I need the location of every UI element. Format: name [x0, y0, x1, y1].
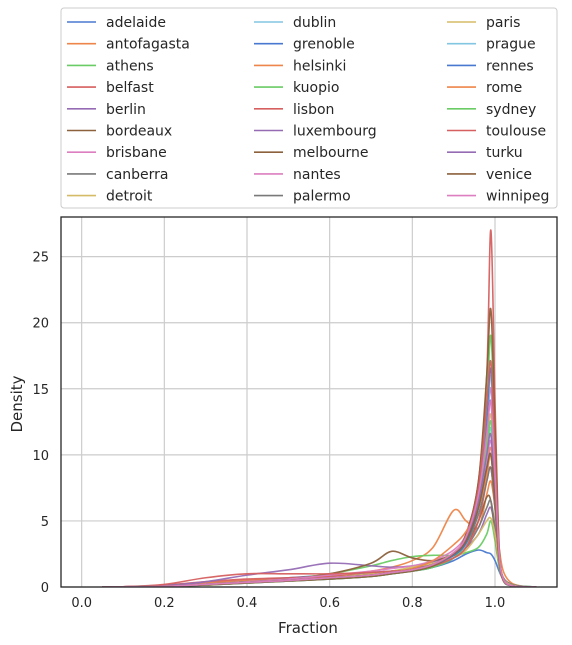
legend-label: brisbane [106, 145, 167, 161]
legend-item: paris [447, 15, 520, 31]
legend-label: prague [486, 37, 536, 53]
series-line-adelaide [102, 549, 537, 587]
legend-label: helsinki [293, 58, 346, 74]
legend-item: dublin [254, 15, 336, 31]
legend-item: bordeaux [67, 124, 172, 140]
series-line-antofagasta [102, 480, 537, 587]
legend-label: detroit [106, 189, 153, 205]
legend-item: berlin [67, 102, 146, 118]
x-tick-label: 0.4 [237, 596, 258, 611]
legend-label: sydney [486, 102, 536, 118]
legend: adelaide antofagasta athens belfast berlin bo… [60, 7, 558, 209]
series-line-kuopio [102, 334, 537, 587]
y-tick-label: 15 [32, 383, 49, 398]
legend-item: palermo [254, 189, 351, 205]
legend-label: antofagasta [106, 37, 190, 53]
legend-item: brisbane [67, 145, 167, 161]
y-axis-label: Density [8, 375, 26, 432]
y-tick-label: 5 [41, 515, 49, 530]
series-line-sydney [102, 420, 537, 587]
x-tick-label: 0.8 [402, 596, 423, 611]
legend-label: winnipeg [486, 189, 549, 205]
y-tick-label: 10 [32, 449, 49, 464]
legend-item: belfast [67, 80, 154, 96]
legend-item: helsinki [254, 58, 346, 74]
legend-item: toulouse [447, 124, 546, 140]
legend-label: adelaide [106, 15, 166, 31]
legend-label: kuopio [293, 80, 339, 96]
legend-label: turku [486, 145, 523, 161]
series-lines [102, 229, 537, 587]
x-tick-label: 0.2 [154, 596, 175, 611]
legend-item: sydney [447, 102, 536, 118]
legend-label: berlin [106, 102, 146, 118]
y-tick-label: 0 [41, 581, 49, 596]
legend-label: venice [486, 167, 532, 183]
legend-item: rennes [447, 58, 534, 74]
legend-item: lisbon [254, 102, 334, 118]
series-line-paris [102, 413, 537, 587]
legend-box [60, 7, 558, 209]
series-line-prague [102, 426, 537, 587]
legend-item: nantes [254, 167, 341, 183]
legend-label: dublin [293, 15, 336, 31]
legend-label: toulouse [486, 124, 546, 140]
legend-label: luxembourg [293, 124, 377, 140]
legend-label: rennes [486, 58, 534, 74]
series-line-grenoble [102, 367, 537, 587]
legend-item: adelaide [67, 15, 166, 31]
legend-label: bordeaux [106, 124, 172, 140]
x-tick-label: 1.0 [485, 596, 506, 611]
series-line-brisbane [102, 387, 537, 587]
legend-item: athens [67, 58, 154, 74]
legend-item: winnipeg [447, 189, 549, 205]
legend-item: venice [447, 167, 532, 183]
legend-item: grenoble [254, 37, 355, 53]
plot-frame [60, 216, 558, 588]
legend-item: canberra [67, 167, 169, 183]
legend-label: athens [106, 58, 154, 74]
series-line-luxembourg [102, 399, 537, 587]
legend-item: luxembourg [254, 124, 377, 140]
legend-item: antofagasta [67, 37, 190, 53]
legend-item: kuopio [254, 80, 339, 96]
legend-item: detroit [67, 189, 153, 205]
legend-label: nantes [293, 167, 341, 183]
y-tick-label: 20 [32, 317, 49, 332]
x-tick-label: 0.0 [71, 596, 92, 611]
legend-label: paris [486, 15, 520, 31]
legend-item: prague [447, 37, 536, 53]
legend-label: lisbon [293, 102, 334, 118]
y-tick-label: 25 [32, 251, 49, 266]
series-line-winnipeg [102, 400, 537, 587]
plot-area: 0.0 0.2 0.4 0.6 0.8 1.0 0 5 10 15 20 25 [32, 216, 558, 611]
legend-item: rome [447, 80, 522, 96]
legend-label: rome [486, 80, 522, 96]
series-line-dublin [102, 374, 537, 587]
series-line-toulouse [102, 359, 537, 587]
x-tick-label: 0.6 [319, 596, 340, 611]
legend-label: belfast [106, 80, 154, 96]
x-axis-label: Fraction [278, 619, 338, 637]
legend-label: grenoble [293, 37, 355, 53]
legend-label: melbourne [293, 145, 368, 161]
legend-label: palermo [293, 189, 351, 205]
legend-label: canberra [106, 167, 169, 183]
legend-item: turku [447, 145, 523, 161]
legend-item: melbourne [254, 145, 368, 161]
